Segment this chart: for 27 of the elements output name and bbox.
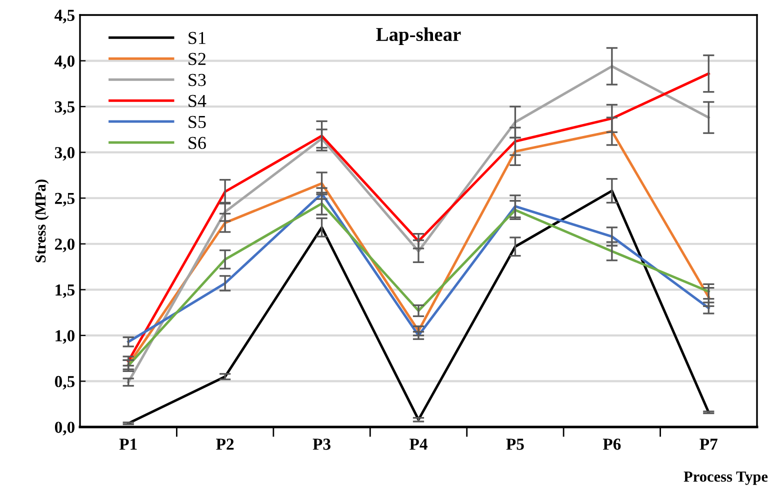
legend-label: S3 xyxy=(188,74,206,86)
y-axis-title: Stress (MPa) xyxy=(34,180,49,262)
x-tick-label: P5 xyxy=(506,438,524,450)
y-tick-label: 2,0 xyxy=(55,238,75,252)
y-tick-label: 4,5 xyxy=(54,10,75,24)
y-tick-label: 4,0 xyxy=(54,55,75,70)
legend-label: S4 xyxy=(188,94,206,108)
legend-label: S6 xyxy=(188,136,206,150)
x-tick-label: P2 xyxy=(216,438,234,450)
x-axis-title: Process Type xyxy=(684,472,768,485)
x-tick-label: P4 xyxy=(410,438,428,450)
x-tick-label: P1 xyxy=(119,438,137,450)
y-tick-label: 3,5 xyxy=(54,101,75,115)
y-tick-label: 0,0 xyxy=(54,422,75,436)
y-tick-label: 0,5 xyxy=(54,376,75,390)
legend-label: S1 xyxy=(188,32,206,44)
x-tick-label: P7 xyxy=(700,438,718,450)
y-tick-label: 2,5 xyxy=(55,192,75,206)
legend-label: S2 xyxy=(188,52,206,66)
y-tick-label: 1,5 xyxy=(56,284,75,298)
line-series xyxy=(127,190,710,425)
legend-label: S5 xyxy=(188,116,206,128)
x-tick-label: P6 xyxy=(602,438,621,450)
text: Lap-shear xyxy=(376,27,461,45)
y-tick-label: 3,0 xyxy=(54,147,75,161)
x-tick-label: P3 xyxy=(312,438,330,450)
y-tick-label: 1,0 xyxy=(56,330,75,344)
